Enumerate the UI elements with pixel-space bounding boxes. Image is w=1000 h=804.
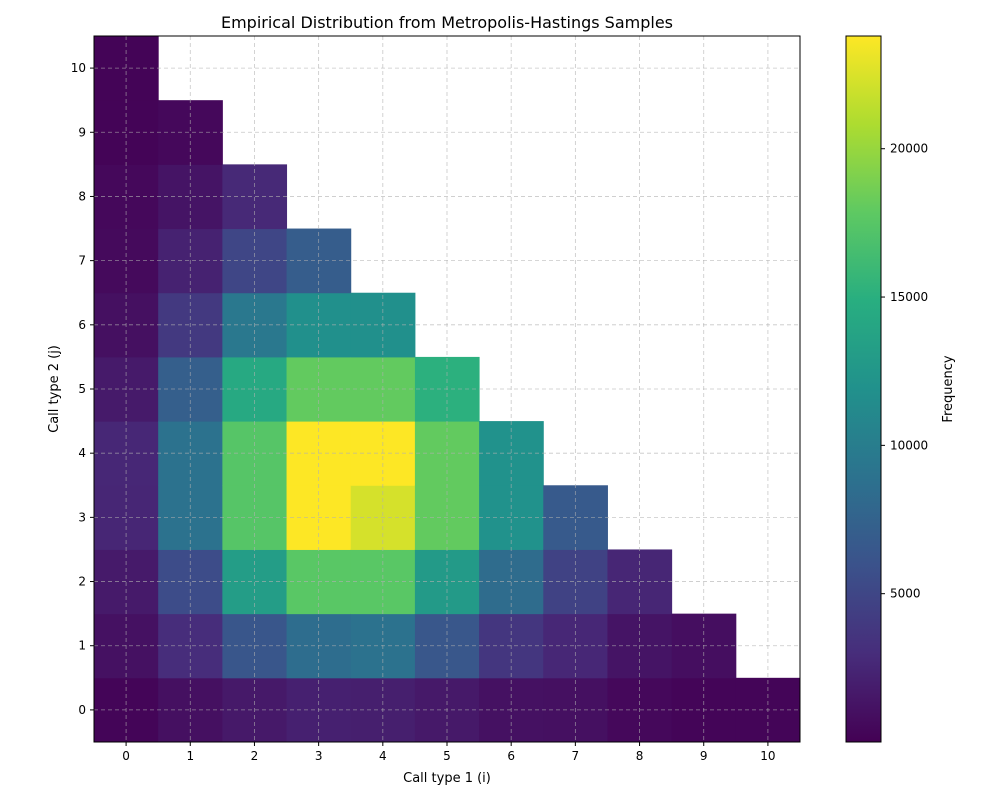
- x-axis-ticks: 0 1 2 3 4 5 6 7 8 9 10: [122, 742, 776, 763]
- y-axis-ticks: 0 1 2 3 4 5 6 7 8 9 10: [71, 61, 94, 717]
- heatmap-cell: [543, 485, 608, 550]
- y-tick-label: 10: [71, 61, 86, 75]
- y-tick-label: 0: [78, 703, 86, 717]
- y-tick-label: 3: [78, 510, 86, 524]
- colorbar: [845, 35, 882, 743]
- colorbar-tick-label: 5000: [890, 587, 921, 601]
- x-tick-label: 8: [636, 749, 644, 763]
- x-tick-label: 2: [251, 749, 259, 763]
- x-tick-label: 7: [572, 749, 580, 763]
- colorbar-tick-label: 20000: [890, 142, 928, 156]
- x-tick-label: 10: [760, 749, 775, 763]
- y-tick-label: 4: [78, 446, 86, 460]
- x-tick-label: 6: [507, 749, 515, 763]
- colorbar-ticks: 5000 10000 15000 20000: [881, 142, 928, 601]
- y-tick-label: 7: [78, 254, 86, 268]
- x-tick-label: 9: [700, 749, 708, 763]
- x-tick-label: 5: [443, 749, 451, 763]
- x-tick-label: 0: [122, 749, 130, 763]
- y-tick-label: 5: [78, 382, 86, 396]
- x-tick-label: 4: [379, 749, 387, 763]
- colorbar-label: Frequency: [941, 355, 956, 422]
- colorbar-tick-label: 10000: [890, 438, 928, 452]
- chart-title: Empirical Distribution from Metropolis-H…: [221, 13, 673, 32]
- y-tick-label: 9: [78, 125, 86, 139]
- heatmap-cell: [158, 100, 223, 165]
- heatmap-cell: [158, 485, 223, 550]
- y-tick-label: 2: [78, 575, 86, 589]
- y-tick-label: 6: [78, 318, 86, 332]
- y-tick-label: 8: [78, 189, 86, 203]
- x-axis-label: Call type 1 (i): [403, 771, 491, 786]
- y-axis-label: Call type 2 (j): [47, 345, 62, 433]
- colorbar-tick-label: 15000: [890, 290, 928, 304]
- y-tick-label: 1: [78, 639, 86, 653]
- grid-lines: [94, 36, 800, 742]
- x-tick-label: 1: [186, 749, 194, 763]
- x-tick-label: 3: [315, 749, 323, 763]
